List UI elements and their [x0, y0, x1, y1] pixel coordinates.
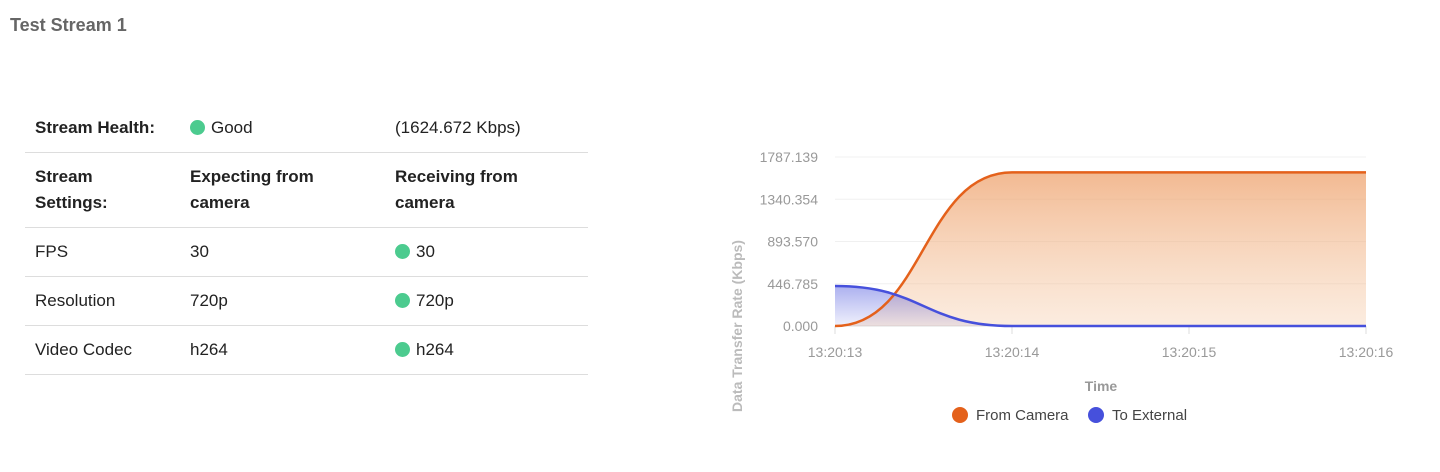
data-rate-chart: 0.000 446.785 893.570 1340.354 1787.139 13:20… — [729, 149, 1394, 424]
header-receiving: Receiving from — [395, 167, 518, 186]
header-settings: Stream — [35, 167, 93, 186]
x-tick-label: 13:20:14 — [985, 344, 1040, 360]
row-expected: 720p — [180, 276, 385, 326]
x-tick-label: 13:20:16 — [1339, 344, 1394, 360]
header-expecting-2: camera — [190, 193, 250, 212]
y-tick-label: 1787.139 — [760, 149, 819, 165]
row-expected: 30 — [180, 227, 385, 277]
y-tick-label: 0.000 — [783, 318, 818, 334]
status-dot-icon — [395, 244, 410, 259]
y-tick-label: 1340.354 — [760, 191, 819, 207]
row-name: Resolution — [25, 276, 180, 326]
legend: From Camera To External — [952, 407, 1187, 424]
header-expecting: Expecting from — [190, 167, 314, 186]
row-received: 30 — [416, 242, 435, 261]
stream-health-row: Stream Health: Good (1624.672 Kbps) — [25, 104, 588, 153]
page-title: Test Stream 1 — [10, 15, 127, 35]
y-tick-label: 893.570 — [767, 234, 818, 250]
x-tick-label: 13:20:15 — [1162, 344, 1217, 360]
x-tick-label: 13:20:13 — [808, 344, 863, 360]
table-row: Resolution 720p 720p — [25, 276, 588, 326]
stream-health-rate: (1624.672 Kbps) — [385, 104, 588, 153]
legend-swatch — [1088, 407, 1104, 423]
status-dot-icon — [190, 120, 205, 135]
x-axis-label: Time — [1085, 378, 1118, 394]
legend-item-to-external[interactable]: To External — [1088, 407, 1187, 424]
row-name: Video Codec — [25, 325, 180, 375]
status-dot-icon — [395, 342, 410, 357]
legend-label: From Camera — [976, 407, 1069, 424]
header-settings-2: Settings: — [35, 193, 108, 212]
line-to-external — [834, 284, 1366, 328]
row-name: FPS — [25, 227, 180, 277]
line-from-camera — [834, 171, 1366, 328]
y-tick-label: 446.785 — [767, 276, 818, 292]
status-dot-icon — [395, 293, 410, 308]
legend-label: To External — [1112, 407, 1187, 424]
area-to-external — [835, 285, 1366, 326]
legend-swatch — [952, 407, 968, 423]
header-receiving-2: camera — [395, 193, 455, 212]
legend-item-from-camera[interactable]: From Camera — [952, 407, 1069, 424]
table-header: Stream Settings: Expecting from camera Rec… — [25, 152, 588, 228]
row-expected: h264 — [180, 325, 385, 375]
stream-health-label: Stream Health: — [25, 104, 180, 153]
row-received: 720p — [416, 291, 454, 310]
table-row: FPS 30 30 — [25, 227, 588, 277]
stream-settings-table: Stream Health: Good (1624.672 Kbps) Stre… — [25, 104, 588, 375]
y-axis-label: Data Transfer Rate (Kbps) — [729, 240, 745, 412]
area-from-camera — [835, 172, 1366, 326]
row-received: h264 — [416, 340, 454, 359]
stream-health-status: Good — [211, 118, 253, 137]
table-row: Video Codec h264 h264 — [25, 325, 588, 375]
